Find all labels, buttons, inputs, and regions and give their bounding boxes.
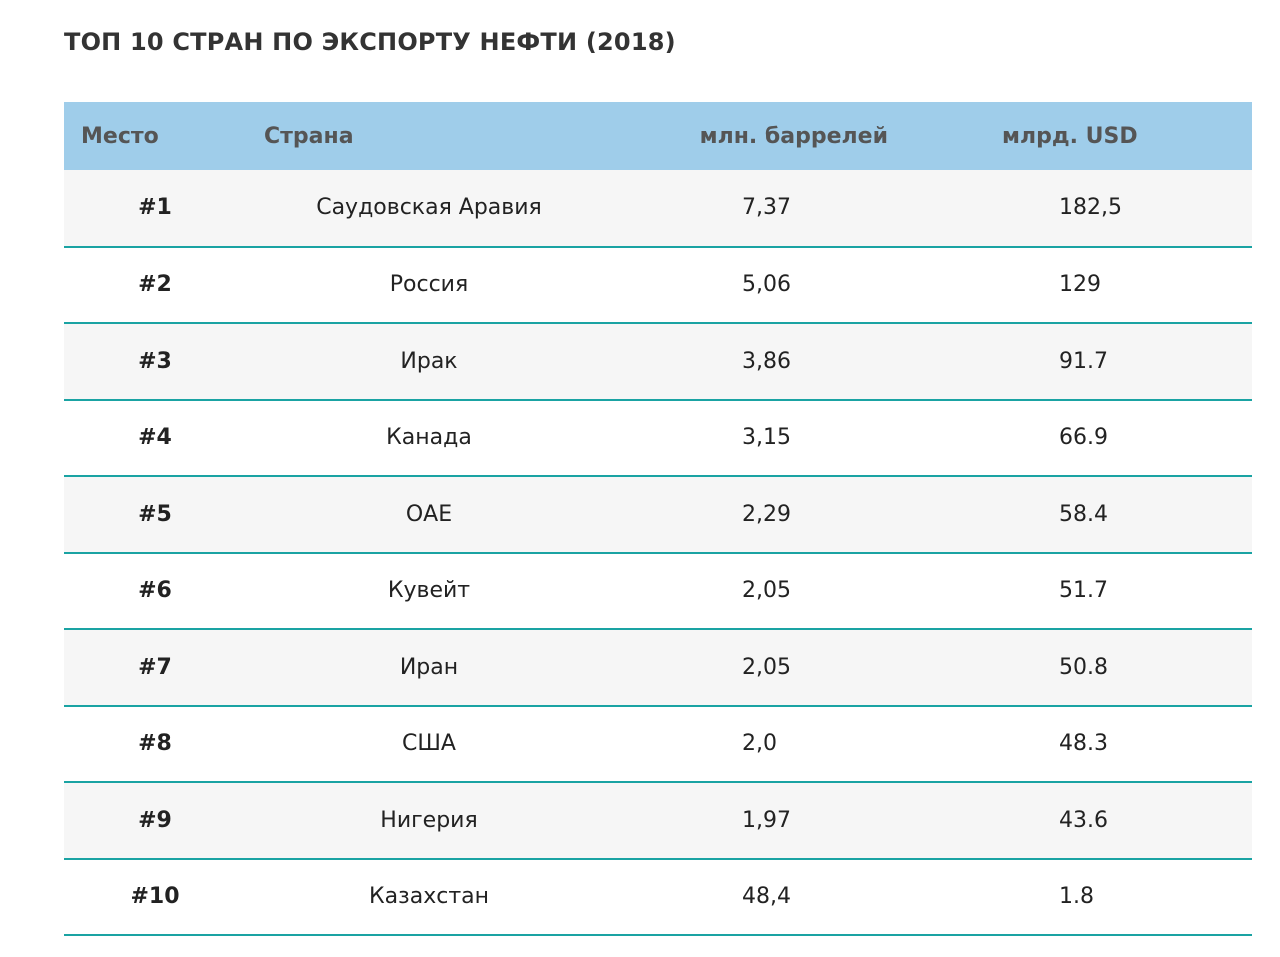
barrels-cell: 1,97 xyxy=(742,807,791,833)
usd-cell: 182,5 xyxy=(1059,195,1122,221)
rank-cell: #5 xyxy=(138,501,172,527)
table-row: #3 Ирак 3,86 91.7 xyxy=(64,323,1252,400)
usd-cell: 50.8 xyxy=(1059,654,1108,680)
rank-cell: #9 xyxy=(138,807,172,833)
usd-cell: 48.3 xyxy=(1059,731,1108,757)
country-cell: Саудовская Аравия xyxy=(316,195,542,221)
rank-cell: #7 xyxy=(138,654,172,680)
rank-cell: #3 xyxy=(138,348,172,374)
country-cell: Иран xyxy=(399,654,459,680)
usd-cell: 1.8 xyxy=(1059,884,1094,910)
barrels-cell: 48,4 xyxy=(742,884,791,910)
rank-cell: #6 xyxy=(138,578,172,604)
rank-cell: #1 xyxy=(138,195,172,221)
table-row: #6 Кувейт 2,05 51.7 xyxy=(64,552,1252,629)
barrels-cell: 3,15 xyxy=(742,425,791,451)
table-row: #2 Россия 5,06 129 xyxy=(64,246,1252,323)
usd-cell: 129 xyxy=(1059,272,1101,298)
rank-cell: #10 xyxy=(130,884,180,910)
column-header-barrels: млн. баррелей xyxy=(699,123,888,149)
table-row: #4 Канада 3,15 66.9 xyxy=(64,399,1252,476)
country-cell: Нигерия xyxy=(380,807,478,833)
oil-export-table-container: Место Страна млн. баррелей млрд. USD #1 … xyxy=(64,102,1252,936)
barrels-cell: 2,05 xyxy=(742,654,791,680)
usd-cell: 51.7 xyxy=(1059,578,1108,604)
table-row: #8 США 2,0 48.3 xyxy=(64,705,1252,782)
barrels-cell: 2,05 xyxy=(742,578,791,604)
page-title: ТОП 10 СТРАН ПО ЭКСПОРТУ НЕФТИ (2018) xyxy=(64,28,676,56)
country-cell: США xyxy=(402,731,456,757)
table-row: #9 Нигерия 1,97 43.6 xyxy=(64,782,1252,859)
barrels-cell: 3,86 xyxy=(742,348,791,374)
rank-cell: #4 xyxy=(138,425,172,451)
table-body: #1 Саудовская Аравия 7,37 182,5 #2 Росси… xyxy=(64,170,1252,935)
table-row: #5 ОАЕ 2,29 58.4 xyxy=(64,476,1252,553)
country-cell: Казахстан xyxy=(368,884,490,910)
country-cell: Кувейт xyxy=(387,578,471,604)
table-header-row: Место Страна млн. баррелей млрд. USD xyxy=(64,102,1252,170)
rank-cell: #8 xyxy=(138,731,172,757)
barrels-cell: 2,29 xyxy=(742,501,791,527)
table-row: #7 Иран 2,05 50.8 xyxy=(64,629,1252,706)
country-cell: Ирак xyxy=(400,348,458,374)
country-cell: Канада xyxy=(386,425,472,451)
column-header-usd: млрд. USD xyxy=(1002,123,1138,149)
column-header-place: Место xyxy=(81,123,159,149)
usd-cell: 91.7 xyxy=(1059,348,1108,374)
table-row: #10 Казахстан 48,4 1.8 xyxy=(64,858,1252,935)
barrels-cell: 7,37 xyxy=(742,195,791,221)
usd-cell: 43.6 xyxy=(1059,807,1108,833)
barrels-cell: 5,06 xyxy=(742,272,791,298)
column-header-country: Страна xyxy=(264,123,354,149)
barrels-cell: 2,0 xyxy=(742,731,777,757)
oil-export-table: Место Страна млн. баррелей млрд. USD #1 … xyxy=(64,102,1252,936)
usd-cell: 58.4 xyxy=(1059,501,1108,527)
table-row: #1 Саудовская Аравия 7,37 182,5 xyxy=(64,170,1252,247)
table-header: Место Страна млн. баррелей млрд. USD xyxy=(64,102,1252,170)
country-cell: ОАЕ xyxy=(405,501,453,527)
country-cell: Россия xyxy=(389,272,469,298)
rank-cell: #2 xyxy=(138,272,172,298)
usd-cell: 66.9 xyxy=(1059,425,1108,451)
